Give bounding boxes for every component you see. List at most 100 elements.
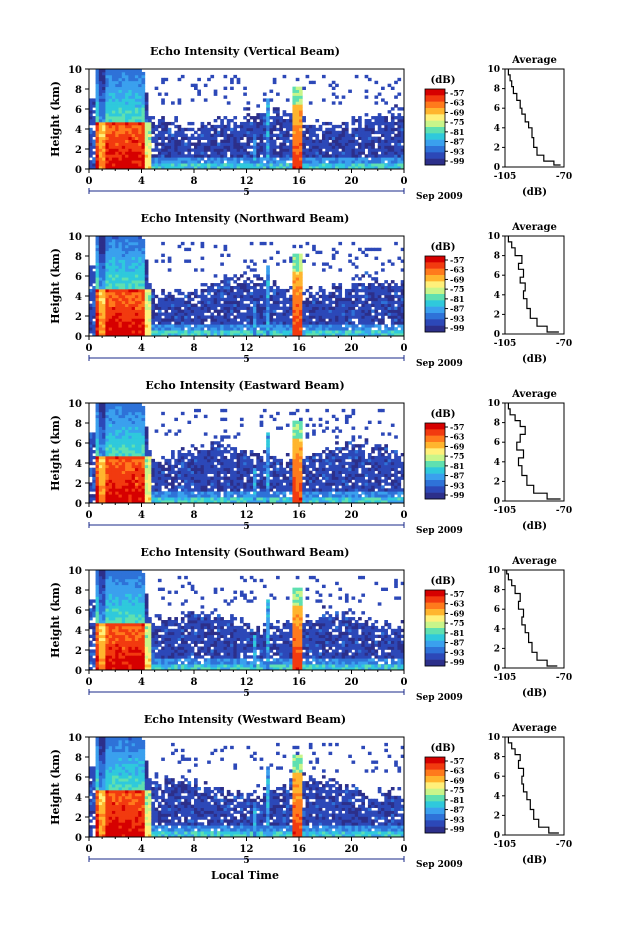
heatmap-cell [125, 300, 129, 305]
heatmap-cell [131, 148, 136, 152]
heatmap-cell [358, 136, 362, 140]
heatmap-cell [111, 274, 116, 278]
heatmap-cell [226, 277, 231, 281]
heatmap-cell [131, 318, 136, 322]
heatmap-cell [95, 238, 100, 243]
heatmap-cell [98, 160, 103, 164]
heatmap-cell [148, 312, 152, 316]
heatmap-cell [95, 89, 100, 93]
heatmap-cell [180, 467, 185, 472]
heatmap-cell [279, 136, 283, 140]
heatmap-cell [144, 154, 149, 158]
heatmap-cell [111, 238, 116, 243]
heatmap-cell [105, 455, 110, 460]
heatmap-cell [161, 494, 165, 498]
heatmap-cell [148, 333, 152, 337]
heatmap-cell [328, 318, 333, 322]
heatmap-cell [157, 461, 162, 466]
heatmap-cell [118, 121, 123, 126]
heatmap-cell [95, 69, 100, 73]
heatmap-cell [111, 268, 116, 272]
heatmap-cell [108, 494, 113, 498]
heatmap-cell [194, 458, 198, 463]
heatmap-cell [236, 157, 241, 161]
heatmap-cell [151, 491, 156, 495]
heatmap-cell [141, 294, 146, 299]
heatmap-cell [243, 315, 247, 319]
heatmap-cell [318, 303, 323, 307]
heatmap-cell [151, 124, 156, 129]
heatmap-cell [374, 148, 379, 152]
heatmap-cell [102, 236, 106, 240]
heatmap-cell [108, 476, 113, 480]
heatmap-cell [184, 491, 188, 495]
heatmap-cell [95, 438, 100, 442]
heatmap-cell [141, 145, 146, 149]
heatmap-cell [95, 286, 100, 290]
heatmap-cell [108, 429, 113, 433]
heatmap-cell [125, 154, 129, 158]
heatmap-cell [108, 283, 113, 287]
heatmap-cell [269, 121, 274, 126]
heatmap-cell [111, 321, 116, 325]
heatmap-cell [384, 330, 388, 334]
heatmap-cell [111, 130, 116, 135]
heatmap-cell [98, 86, 103, 90]
heatmap-cell [174, 288, 178, 293]
heatmap-cell [246, 324, 251, 328]
heatmap-cell [190, 327, 195, 331]
heatmap-cell [223, 488, 228, 492]
heatmap-cell [200, 488, 205, 492]
heatmap-cell [226, 318, 231, 322]
heatmap-cell [92, 157, 96, 161]
heatmap-cell [200, 318, 205, 322]
heatmap-cell [111, 500, 116, 504]
heatmap-cell [328, 142, 333, 146]
heatmap-cell [118, 306, 123, 310]
heatmap-cell [276, 166, 280, 170]
heatmap-cell [223, 277, 228, 281]
heatmap-cell [312, 300, 316, 305]
heatmap-cell [289, 294, 293, 299]
heatmap-cell [151, 157, 156, 161]
heatmap-cell [190, 479, 195, 483]
heatmap-cell [171, 154, 175, 158]
heatmap-cell [210, 494, 215, 498]
heatmap-cell [148, 151, 152, 155]
heatmap-cell [390, 303, 395, 307]
heatmap-cell [397, 256, 402, 260]
heatmap-cell [285, 163, 290, 167]
heatmap-cell [161, 491, 165, 495]
heatmap-cell [144, 473, 149, 477]
heatmap-cell [325, 166, 329, 170]
heatmap-cell [138, 101, 142, 105]
heatmap-cell [134, 461, 139, 466]
heatmap-cell [174, 333, 178, 337]
heatmap-cell [180, 327, 185, 331]
heatmap-cell [118, 467, 123, 472]
heatmap-cell [148, 497, 152, 501]
heatmap-cell [210, 166, 215, 170]
heatmap-cell [118, 420, 123, 424]
heatmap-cell [105, 136, 110, 140]
heatmap-cell [282, 154, 287, 158]
heatmap-cell [187, 479, 192, 483]
heatmap-cell [98, 333, 103, 337]
heatmap-cell [262, 166, 267, 170]
heatmap-cell [318, 151, 323, 155]
heatmap-cell [171, 453, 175, 457]
heatmap-cell [318, 309, 323, 313]
heatmap-cell [220, 476, 224, 480]
heatmap-cell [111, 247, 116, 252]
heatmap-cell [361, 166, 366, 170]
colorbar-tick-label: -93 [450, 313, 465, 323]
heatmap-cell [111, 417, 116, 422]
heatmap-cell [394, 283, 398, 287]
heatmap-cell [98, 136, 103, 140]
heatmap-cell [125, 464, 129, 469]
heatmap-cell [125, 423, 129, 427]
heatmap-cell [115, 277, 119, 281]
heatmap-cell [144, 306, 149, 310]
heatmap-cell [256, 127, 261, 132]
heatmap-cell [125, 306, 129, 310]
